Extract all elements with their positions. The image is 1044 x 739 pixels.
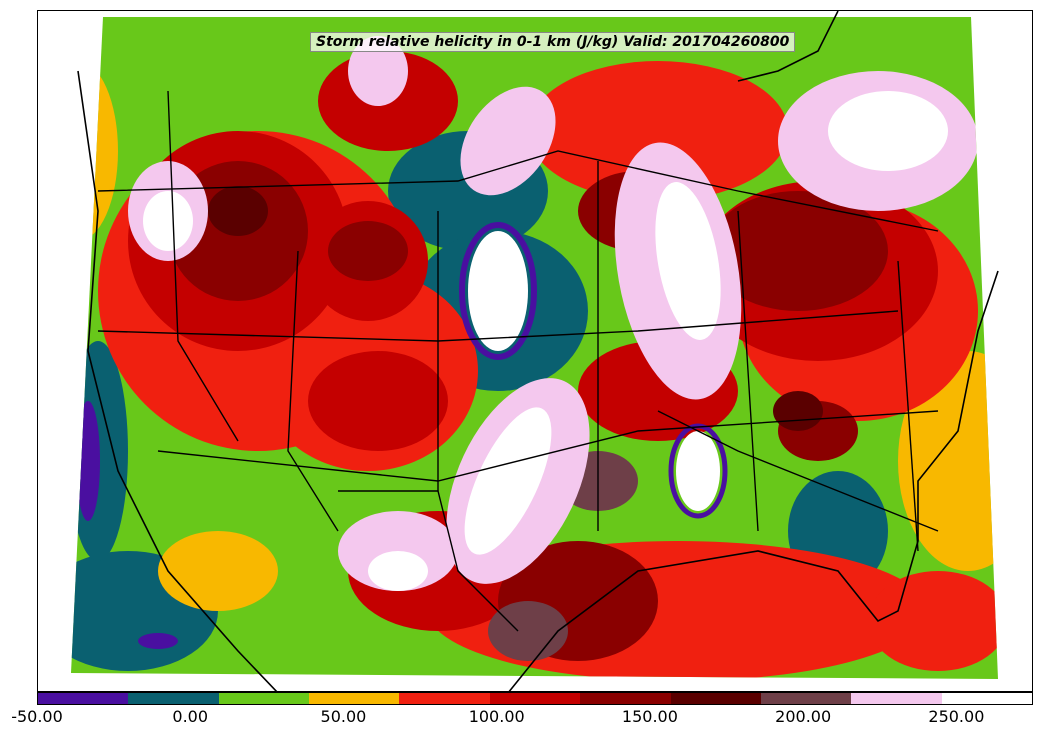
colorbar-segment bbox=[851, 693, 942, 704]
colorbar-tick-label: -50.00 bbox=[11, 707, 63, 726]
map-title: Storm relative helicity in 0-1 km (J/kg)… bbox=[310, 32, 796, 52]
colorbar-tick-label: 200.00 bbox=[775, 707, 832, 726]
colorbar-tick-label: 150.00 bbox=[621, 707, 678, 726]
colorbar-segment bbox=[580, 693, 671, 704]
colorbar-segment bbox=[760, 693, 852, 704]
colorbar-tick-label: 100.00 bbox=[468, 707, 525, 726]
colorbar-tick-label: 250.00 bbox=[928, 707, 985, 726]
colorbar-tick-label: 50.00 bbox=[320, 707, 367, 726]
colorbar-segment bbox=[218, 693, 310, 704]
state-boundaries bbox=[97, 90, 939, 632]
colorbar-segment bbox=[399, 693, 490, 704]
helicity-map bbox=[71, 11, 999, 691]
colorbar-segment bbox=[38, 693, 129, 704]
colorbar-ticks: -50.00 0.00 50.00 100.00 150.00 200.00 250.00 bbox=[11, 705, 1033, 735]
colorbar-segment bbox=[941, 693, 1032, 704]
helicity-field bbox=[71, 17, 998, 679]
coastlines bbox=[77, 11, 999, 691]
colorbar-segment bbox=[489, 693, 581, 704]
colorbar-tick-label: 0.00 bbox=[172, 707, 209, 726]
colorbar bbox=[37, 692, 1033, 705]
map-panel: Storm relative helicity in 0-1 km (J/kg)… bbox=[37, 10, 1033, 692]
colorbar-segment bbox=[309, 693, 400, 704]
colorbar-segment bbox=[128, 693, 219, 704]
colorbar-segment bbox=[670, 693, 761, 704]
